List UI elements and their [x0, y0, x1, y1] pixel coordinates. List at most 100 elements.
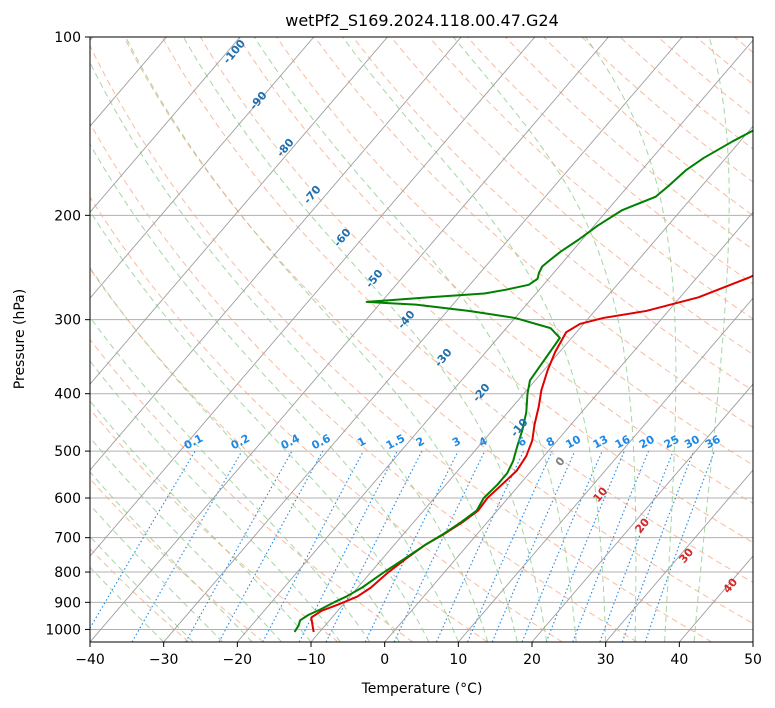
isotherm-line [310, 125, 753, 642]
moist-adiabat-line [90, 504, 223, 642]
y-tick-label: 300 [54, 313, 81, 329]
moist-adiabat-line [90, 360, 341, 642]
mixing-ratio-label: 20 [637, 433, 657, 452]
mixing-ratio-label: 10 [563, 433, 583, 452]
isotherm-line [605, 469, 753, 642]
x-axis-label: Temperature (°C) [361, 681, 483, 697]
moist-adiabat-line [90, 316, 371, 642]
mixing-ratio-label: 0.6 [309, 432, 333, 453]
dry-adiabat-label: 10 [590, 484, 610, 504]
y-tick-label: 500 [54, 444, 81, 460]
mixing-ratio-line [467, 450, 553, 642]
dry-adiabat-label: 0 [553, 454, 568, 468]
x-tick-label: −20 [223, 652, 253, 668]
plot-area: 0.1 0.2 0.4 0.6 1 1.5 2 3 4 6 8 10 13 16 20 25 30 36-100-… [90, 37, 753, 642]
mixing-ratio-label: 13 [591, 433, 611, 452]
dry-adiabat-line [390, 37, 753, 356]
mixing-ratio-line [521, 450, 603, 642]
y-tick-label: 800 [54, 565, 81, 581]
dry-adiabat-line [123, 37, 753, 624]
mixing-ratio-line [599, 450, 674, 642]
mixing-ratio-label: 0.2 [229, 432, 252, 453]
plot-frame [89, 36, 754, 643]
mixing-ratio-label: 1 [355, 434, 368, 449]
dry-adiabat-label: -10 [508, 416, 531, 440]
isotherm-line [531, 383, 753, 642]
isotherm-line [678, 555, 753, 642]
dry-adiabat-line [314, 37, 753, 429]
y-tick-label: 200 [54, 208, 81, 224]
dry-adiabat-line [467, 37, 753, 285]
mixing-ratio-label: 4 [477, 434, 490, 449]
moist-adiabat-line [90, 143, 459, 642]
dry-adiabat-line [90, 122, 638, 642]
mixing-ratio-label: 30 [682, 433, 702, 452]
dry-adiabat-line [276, 37, 753, 466]
mixing-ratio-label: 36 [703, 433, 723, 452]
dry-adiabat-line [90, 268, 488, 642]
moist-adiabat-line [693, 37, 730, 642]
x-tick-label: −10 [296, 652, 326, 668]
x-tick-label: 50 [744, 652, 762, 668]
x-tick-label: 10 [449, 652, 467, 668]
dewpoint-line [293, 129, 753, 633]
mixing-ratio-line [572, 450, 650, 642]
dry-adiabat-line [90, 338, 414, 642]
isotherm-line [90, 37, 609, 642]
isotherm-line [90, 37, 388, 385]
dry-adiabat-line [90, 408, 339, 642]
dry-adiabat-label: 40 [720, 575, 740, 595]
isotherm-line [90, 37, 536, 557]
mixing-ratio-line [621, 450, 695, 642]
x-tick-label: 0 [380, 652, 389, 668]
dry-adiabat-line [428, 37, 753, 320]
isotherm-line [163, 37, 683, 642]
y-tick-label: 100 [54, 30, 81, 46]
mixing-ratio-label: 0.1 [182, 432, 205, 453]
y-axis-label: Pressure (hPa) [12, 289, 28, 389]
dry-adiabat-label: -40 [395, 308, 418, 332]
moist-adiabat-line [90, 210, 430, 642]
x-tick-label: 30 [597, 652, 615, 668]
mixing-ratio-label: 0.4 [279, 432, 303, 453]
mixing-ratio-label: 1.5 [384, 432, 407, 453]
mixing-ratio-label: 25 [662, 433, 682, 452]
mixing-ratio-lines [90, 450, 716, 642]
dry-adiabat-label: 30 [676, 545, 696, 565]
y-tick-label: 600 [54, 491, 81, 507]
chart-title: wetPf2_S169.2024.118.00.47.G24 [285, 11, 559, 31]
dry-adiabat-line [161, 37, 753, 584]
dry-adiabat-line [90, 478, 264, 642]
dry-adiabat-line [505, 37, 753, 251]
mixing-ratio-line [491, 450, 576, 642]
isotherm-line [384, 211, 753, 642]
mixing-ratio-line [644, 450, 716, 642]
isotherm-line [90, 37, 315, 299]
moist-adiabats [90, 37, 730, 642]
temperature-line [310, 274, 753, 633]
dry-adiabat-label: -50 [363, 267, 386, 291]
x-tick-label: 40 [670, 652, 688, 668]
mixing-ratio-line [218, 450, 324, 642]
isotherm-line [90, 37, 462, 471]
x-axis: −40 −30 −20 −10 0 10 20 30 40 50 [75, 642, 762, 668]
y-tick-label: 1000 [45, 622, 81, 638]
mixing-ratio-label: 3 [450, 434, 463, 449]
isotherm-line [457, 297, 753, 642]
dry-adiabat-label: -100 [220, 37, 248, 67]
isobar-grid [90, 37, 753, 630]
dry-adiabat-label: -70 [301, 183, 324, 207]
x-tick-label: −40 [75, 652, 105, 668]
moist-adiabat-line [342, 37, 607, 642]
dry-adiabat-line [696, 37, 753, 85]
mixing-ratio-line [185, 450, 293, 642]
y-tick-label: 700 [54, 531, 81, 547]
mixing-ratio-line [364, 450, 459, 642]
moist-adiabat-line [90, 267, 400, 642]
moist-adiabat-line [90, 61, 489, 642]
sounding-series [293, 129, 753, 633]
mixing-ratio-line [545, 450, 625, 642]
mixing-ratio-line [325, 450, 423, 642]
dry-adiabat-line [543, 37, 753, 217]
